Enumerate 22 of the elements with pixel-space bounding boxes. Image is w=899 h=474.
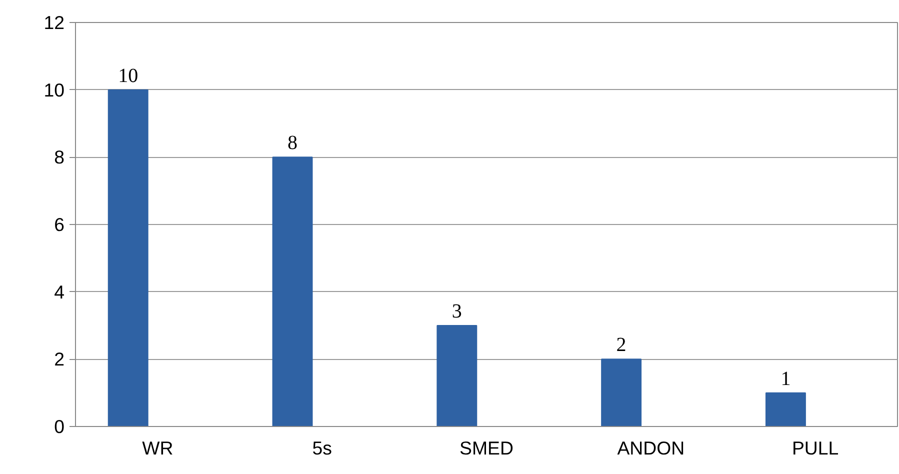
bar [601, 358, 642, 426]
x-tick-label: ANDON [617, 438, 685, 458]
x-tick-label: WR [142, 438, 174, 458]
data-label: 8 [288, 132, 298, 154]
y-tick-label: 2 [54, 348, 65, 370]
y-tick-label: 6 [54, 214, 65, 235]
bar [108, 89, 148, 426]
y-tick-label: 8 [54, 146, 65, 168]
data-label: 10 [118, 64, 138, 87]
y-tick-label: 10 [44, 79, 65, 100]
x-tick-label: 5s [312, 438, 332, 458]
x-tick-label: SMED [460, 438, 514, 458]
bar [436, 325, 478, 426]
data-label: 3 [452, 300, 462, 322]
x-tick-label: PULL [792, 438, 839, 458]
data-label: 2 [616, 334, 626, 356]
data-label: 1 [780, 368, 791, 390]
bar [765, 392, 806, 426]
y-tick-label: 12 [44, 12, 65, 33]
y-tick-label: 4 [54, 281, 65, 302]
bar [272, 156, 313, 426]
y-tick-label: 0 [54, 416, 65, 437]
